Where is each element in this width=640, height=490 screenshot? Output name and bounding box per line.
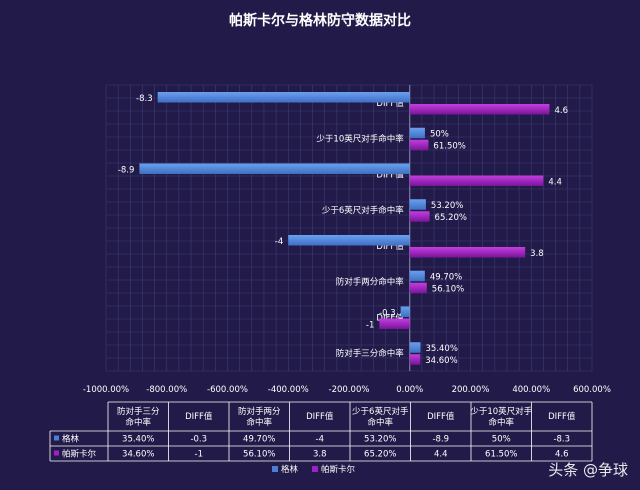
legend-swatch: [312, 466, 318, 472]
table-header-line: DIFF值: [306, 411, 334, 422]
table-cell: 50%: [492, 435, 511, 445]
category-label: DIFF值: [376, 241, 404, 252]
bar-green: [409, 342, 421, 353]
data-label: 49.70%: [430, 273, 462, 283]
table-header-line: 少于6英尺对手: [352, 406, 409, 417]
chart-title: 帕斯卡尔与格林防守数据对比: [229, 12, 411, 29]
x-tick-label: 0.00%: [396, 385, 423, 395]
table-cell: 34.60%: [122, 450, 154, 460]
category-label: 少于10英尺对手命中率: [316, 134, 404, 145]
table-header: 少于10英尺对手命中率: [470, 406, 532, 428]
bar-green: [409, 270, 425, 282]
table-header-line: 命中率: [246, 417, 272, 428]
table-cell: -4: [316, 435, 324, 445]
legend-key: [54, 435, 59, 441]
data-label: -0.3: [379, 308, 396, 318]
table-header-line: 命中率: [125, 417, 151, 428]
bar-pascal: [409, 282, 427, 294]
data-label: -4: [275, 237, 283, 247]
bar-pascal: [409, 354, 421, 365]
category-label: 少于6英尺对手命中率: [322, 205, 404, 216]
table-header-line: 防对手三分: [117, 406, 160, 417]
x-tick-label: -600.00%: [207, 385, 248, 395]
data-label: 3.8: [530, 249, 544, 259]
bar-green: [409, 127, 425, 139]
table-header-line: 防对手两分: [238, 406, 281, 417]
data-label: -1: [366, 320, 374, 330]
bar-pascal: [409, 139, 429, 151]
data-label: -8.9: [118, 165, 135, 175]
category-label: 防对手三分命中率: [336, 348, 405, 359]
bar-green: [288, 235, 410, 246]
bar-green: [139, 163, 410, 174]
x-tick-label: -400.00%: [268, 385, 309, 395]
x-tick-label: 200.00%: [452, 385, 490, 395]
table-header-line: 少于10英尺对手: [470, 406, 532, 417]
table-row-name: 格林: [62, 434, 80, 445]
table-header: DIFF值: [306, 411, 334, 422]
table-header-line: DIFF值: [427, 411, 455, 422]
table-cell: 4.6: [555, 450, 569, 460]
table-header-line: 命中率: [488, 417, 514, 428]
category-label: 防对手两分命中率: [336, 277, 405, 288]
data-label: 4.6: [554, 106, 568, 116]
table-header: 防对手两分命中率: [238, 406, 281, 428]
data-label: 4.4: [548, 177, 562, 187]
bar-green: [400, 306, 410, 317]
table-header-line: 命中率: [367, 417, 393, 428]
bar-pascal: [409, 104, 550, 115]
table-header: DIFF值: [548, 411, 576, 422]
x-tick-label: 400.00%: [512, 385, 550, 395]
legend-label: 帕斯卡尔: [321, 464, 356, 475]
data-label: 50%: [430, 130, 449, 140]
bar-green: [409, 199, 426, 210]
table-row-name: 帕斯卡尔: [62, 449, 97, 460]
table-cell: 4.4: [434, 450, 448, 460]
bar-pascal: [409, 175, 544, 186]
category-label: DIFF值: [376, 98, 404, 109]
table-cell: 56.10%: [243, 450, 275, 460]
data-label: -8.3: [136, 94, 153, 104]
data-label: 53.20%: [431, 201, 463, 211]
x-tick-label: 600.00%: [573, 385, 611, 395]
table-cell: 3.8: [313, 450, 327, 460]
data-label: 56.10%: [432, 285, 464, 295]
x-tick-label: -1000.00%: [83, 385, 129, 395]
data-label: 34.60%: [425, 356, 457, 366]
table-header: 少于6英尺对手命中率: [352, 406, 409, 428]
bar-pascal: [409, 247, 526, 258]
table-cell: -8.9: [432, 435, 449, 445]
table-header: DIFF值: [185, 411, 213, 422]
x-tick-label: -200.00%: [329, 385, 370, 395]
table-cell: 53.20%: [364, 435, 396, 445]
table-cell: 35.40%: [122, 435, 154, 445]
data-label: 61.50%: [433, 142, 465, 152]
table-cell: -0.3: [190, 435, 207, 445]
table-header: DIFF值: [427, 411, 455, 422]
table-header-line: DIFF值: [548, 411, 576, 422]
legend-key: [54, 450, 59, 456]
legend-label: 格林: [281, 464, 299, 475]
bar-green: [157, 92, 410, 103]
category-label: DIFF值: [376, 312, 404, 323]
bar-pascal: [379, 318, 410, 329]
legend-swatch: [272, 466, 278, 472]
table-header: 防对手三分命中率: [117, 406, 160, 428]
table-header-line: DIFF值: [185, 411, 213, 422]
category-label: DIFF值: [376, 169, 404, 180]
table-cell: 49.70%: [243, 435, 275, 445]
bar-pascal: [409, 211, 430, 222]
grid-lines: [105, 84, 593, 372]
table-cell: -8.3: [553, 435, 570, 445]
table-cell: -1: [195, 450, 203, 460]
data-label: 35.40%: [426, 344, 458, 354]
data-label: 65.20%: [435, 213, 467, 223]
legend: 格林 帕斯卡尔: [272, 464, 356, 475]
x-tick-label: -800.00%: [146, 385, 187, 395]
table-cell: 65.20%: [364, 450, 396, 460]
table-cell: 61.50%: [485, 450, 517, 460]
watermark: 头条 @争球: [548, 461, 628, 479]
